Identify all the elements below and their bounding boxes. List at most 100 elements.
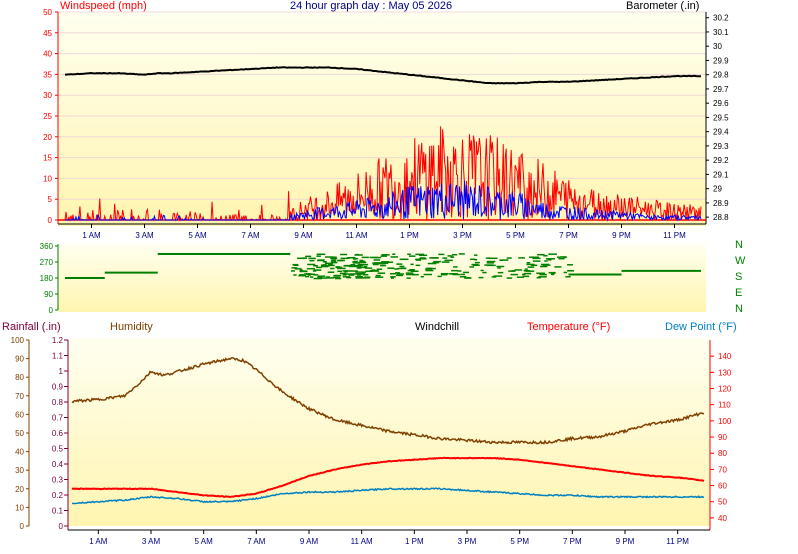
rain-tick-label: 0 — [59, 522, 64, 531]
direction-point — [302, 257, 308, 259]
direction-point — [313, 274, 319, 276]
direction-point — [387, 267, 395, 269]
direction-point — [499, 259, 504, 261]
direction-point — [355, 275, 363, 278]
direction-point — [474, 254, 478, 256]
direction-point — [537, 253, 545, 256]
direction-point — [394, 268, 399, 270]
direction-point — [322, 261, 327, 263]
direction-point — [407, 269, 415, 272]
temperature-tick-label: 110 — [718, 401, 731, 410]
time-tick-label: 9 AM — [294, 231, 313, 240]
direction-point — [344, 270, 348, 273]
direction-point — [412, 273, 419, 276]
direction-point — [334, 277, 342, 280]
direction-point — [453, 266, 458, 268]
direction-point — [563, 271, 568, 274]
direction-point — [291, 270, 295, 272]
direction-point — [375, 274, 381, 277]
direction-point — [558, 257, 565, 260]
direction-point — [407, 253, 411, 256]
direction-point — [506, 277, 513, 279]
compass-n-top: N — [735, 239, 743, 251]
direction-point — [299, 269, 303, 271]
direction-point — [343, 273, 352, 275]
direction-point — [392, 253, 396, 255]
baro-tick-label: 29.4 — [713, 128, 729, 137]
temperature-series — [71, 456, 705, 499]
direction-point — [542, 264, 551, 266]
time-tick-label: 3 PM — [458, 537, 477, 546]
baro-tick-label: 29.3 — [713, 142, 729, 151]
direction-point — [484, 264, 494, 266]
baro-tick-label: 30 — [713, 42, 722, 51]
direction-point — [381, 254, 390, 256]
direction-point — [400, 267, 407, 269]
direction-point — [342, 270, 350, 272]
direction-point — [396, 273, 405, 275]
direction-point — [506, 257, 512, 259]
direction-point — [391, 277, 395, 279]
direction-point — [337, 270, 342, 273]
direction-point — [348, 274, 355, 276]
time-tick-label: 3 AM — [135, 231, 154, 240]
direction-point — [355, 277, 363, 279]
humidity-tick-label: 10 — [15, 503, 24, 512]
time-tick-label: 3 AM — [142, 537, 161, 546]
direction-point — [308, 257, 316, 260]
direction-point — [299, 270, 307, 272]
direction-point — [298, 274, 306, 277]
humidity-tick-label: 80 — [15, 373, 24, 382]
direction-point — [352, 262, 357, 264]
direction-point — [526, 262, 531, 264]
direction-point — [336, 259, 344, 262]
direction-point — [356, 262, 361, 264]
direction-point — [316, 253, 326, 256]
direction-point — [362, 274, 369, 276]
direction-point — [497, 271, 504, 274]
direction-point — [373, 262, 383, 264]
direction-point — [430, 267, 436, 270]
rain-tick-label: 0.3 — [52, 476, 64, 485]
time-tick-label: 11 AM — [345, 231, 367, 240]
direction-point — [318, 276, 323, 279]
direction-point — [358, 266, 367, 269]
direction-point — [496, 265, 505, 268]
wind-tick-label: 25 — [43, 112, 52, 121]
wind-tick-label: 45 — [43, 29, 52, 38]
direction-point — [316, 255, 321, 257]
direction-point — [390, 256, 398, 258]
direction-point — [305, 275, 310, 278]
direction-point — [419, 254, 428, 257]
direction-point — [358, 264, 364, 267]
direction-point — [420, 275, 424, 278]
humidity-plot-area — [68, 338, 710, 526]
direction-point — [333, 274, 342, 277]
direction-point — [415, 264, 421, 267]
direction-point — [516, 276, 524, 278]
temperature-tick-label: 120 — [718, 385, 732, 394]
direction-point — [292, 263, 299, 266]
temperature-tick-label: 80 — [718, 449, 727, 458]
baro-tick-label: 29.8 — [713, 71, 729, 80]
direction-point — [458, 253, 465, 255]
direction-point — [423, 273, 432, 276]
direction-point — [497, 267, 501, 269]
wind-tick-label: 30 — [43, 91, 52, 100]
direction-point — [372, 263, 379, 266]
direction-point — [525, 270, 535, 272]
rain-tick-label: 0.2 — [52, 491, 64, 500]
humidity-tick-label: 90 — [15, 355, 24, 364]
direction-point — [362, 271, 367, 273]
direction-point — [399, 258, 409, 261]
direction-point — [363, 265, 368, 268]
direction-point — [361, 272, 366, 274]
baro-tick-label: 29.2 — [713, 156, 729, 165]
direction-point — [463, 271, 469, 274]
direction-point — [324, 262, 333, 265]
direction-point — [313, 265, 318, 267]
direction-point — [293, 274, 297, 276]
barometer-axis-label: Barometer (.in) — [626, 0, 699, 12]
gust-series — [65, 180, 702, 222]
direction-point — [336, 267, 346, 270]
